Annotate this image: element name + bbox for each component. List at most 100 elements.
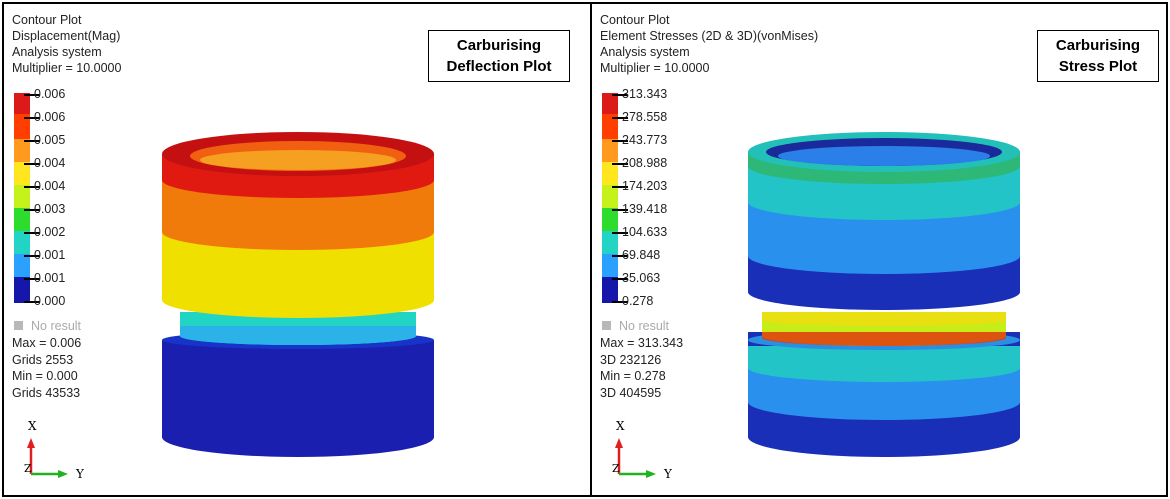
legend-label: 174.203 <box>622 179 668 193</box>
legend-tick <box>612 278 628 280</box>
legend-color-segment <box>602 185 618 208</box>
plot-statistics: Max = 0.006 Grids 2553 Min = 0.000 Grids… <box>12 335 81 401</box>
legend-label: 208.988 <box>622 156 668 170</box>
legend-tick <box>24 278 40 280</box>
legend-color-segment <box>602 231 618 254</box>
cylinder-bottom-band <box>162 340 434 457</box>
axis-y-arrowhead <box>58 470 68 478</box>
legend-color-segment <box>602 93 618 114</box>
cylinder-orange-band <box>162 180 434 250</box>
legend-tick <box>612 94 628 96</box>
max-location: 3D 232126 <box>600 352 662 367</box>
coordinate-triad: X Y Z <box>612 419 673 481</box>
no-result-label: No result <box>619 319 670 333</box>
legend-tick <box>24 117 40 119</box>
legend-color-segment <box>14 254 30 277</box>
legend-label: 0.004 <box>34 179 66 193</box>
legend-label: 278.558 <box>622 110 668 124</box>
min-value: Min = 0.278 <box>600 369 666 383</box>
legend-tick <box>612 117 628 119</box>
legend-label: 35.063 <box>622 271 661 285</box>
legend-label: 0.005 <box>34 133 66 147</box>
legend-label: 0.001 <box>34 271 66 285</box>
legend-colorbar <box>14 93 30 303</box>
cylinder-neck-lower <box>180 326 416 345</box>
axis-y-label: Y <box>75 467 85 481</box>
plot-title-line: Carburising <box>1055 37 1141 54</box>
min-location: 3D 404595 <box>600 385 662 400</box>
legend-color-segment <box>602 254 618 277</box>
stress-panel: Contour Plot Element Stresses (2D & 3D)(… <box>592 4 1166 495</box>
contour-legend: 0.006 0.006 0.005 0.004 0.004 0.003 0.00… <box>12 87 152 313</box>
multiplier: Multiplier = 10.0000 <box>600 61 710 75</box>
no-result-indicator: No result <box>12 319 81 333</box>
legend-tick <box>24 301 40 303</box>
legend-label: 0.278 <box>622 294 654 308</box>
legend-label: 243.773 <box>622 133 668 147</box>
axis-x-label: X <box>616 419 625 433</box>
axis-y-arrowhead <box>646 470 656 478</box>
cylinder-inner-bore-floor <box>200 150 396 170</box>
max-value: Max = 0.006 <box>12 336 82 350</box>
max-value: Max = 313.343 <box>600 336 684 350</box>
result-type: Displacement(Mag) <box>12 29 121 43</box>
legend-tick <box>612 163 628 165</box>
plot-statistics: Max = 313.343 3D 232126 Min = 0.278 3D 4… <box>600 335 683 401</box>
legend-color-segment <box>14 208 30 231</box>
legend-tick <box>612 301 628 303</box>
axis-y-label: Y <box>663 467 673 481</box>
legend-color-segment <box>602 277 618 303</box>
legend-color-segment <box>602 114 618 139</box>
legend-tick <box>24 255 40 257</box>
legend-color-segment <box>14 277 30 303</box>
legend-label: 69.848 <box>622 248 661 262</box>
plot-title-line: Stress Plot <box>1058 58 1138 75</box>
legend-tick <box>24 232 40 234</box>
stress-cylinder-model <box>748 132 1020 457</box>
legend-label: 0.001 <box>34 248 66 262</box>
cylinder-yellow-band <box>162 232 434 318</box>
legend-tick <box>24 163 40 165</box>
legend-label: 0.006 <box>34 87 66 101</box>
legend-color-segment <box>602 162 618 185</box>
cylinder-neck-hotspot <box>762 332 1006 346</box>
multiplier: Multiplier = 10.0000 <box>12 61 122 75</box>
legend-tick <box>24 186 40 188</box>
legend-color-segment <box>14 114 30 139</box>
axis-z-label: Z <box>612 462 620 475</box>
plot-title-line: Deflection Plot <box>446 58 552 75</box>
legend-label: 0.006 <box>34 110 66 124</box>
cylinder-lower-cyan-band <box>748 346 1020 382</box>
legend-color-segment <box>14 231 30 254</box>
no-result-swatch <box>602 321 611 330</box>
cylinder-inner-bore-floor <box>778 146 990 166</box>
legend-tick <box>612 232 628 234</box>
legend-tick <box>24 209 40 211</box>
legend-label: 0.004 <box>34 156 66 170</box>
legend-label: 0.000 <box>34 294 66 308</box>
axis-x-arrowhead <box>27 438 35 448</box>
result-type: Element Stresses (2D & 3D)(vonMises) <box>600 29 819 43</box>
contour-legend: 313.343 278.558 243.773 208.988 174.203 … <box>600 87 740 313</box>
legend-color-segment <box>602 208 618 231</box>
plot-type: Contour Plot <box>12 13 82 27</box>
coordinate-triad: X Y Z <box>24 419 85 481</box>
max-location: Grids 2553 <box>12 352 74 367</box>
no-result-indicator: No result <box>600 319 669 333</box>
min-value: Min = 0.000 <box>12 369 78 383</box>
coordinate-system: Analysis system <box>12 45 102 59</box>
plot-header: Contour Plot Element Stresses (2D & 3D)(… <box>600 12 818 76</box>
coordinate-system: Analysis system <box>600 45 690 59</box>
legend-tick <box>612 186 628 188</box>
legend-label: 0.002 <box>34 225 66 239</box>
plot-type: Contour Plot <box>600 13 670 27</box>
legend-tick <box>24 94 40 96</box>
legend-colorbar <box>602 93 618 303</box>
legend-color-segment <box>14 185 30 208</box>
plot-title-box: Carburising Stress Plot <box>1037 30 1159 82</box>
legend-tick <box>612 209 628 211</box>
legend-color-segment <box>14 139 30 162</box>
panel-divider <box>590 4 592 495</box>
legend-color-segment <box>14 93 30 114</box>
